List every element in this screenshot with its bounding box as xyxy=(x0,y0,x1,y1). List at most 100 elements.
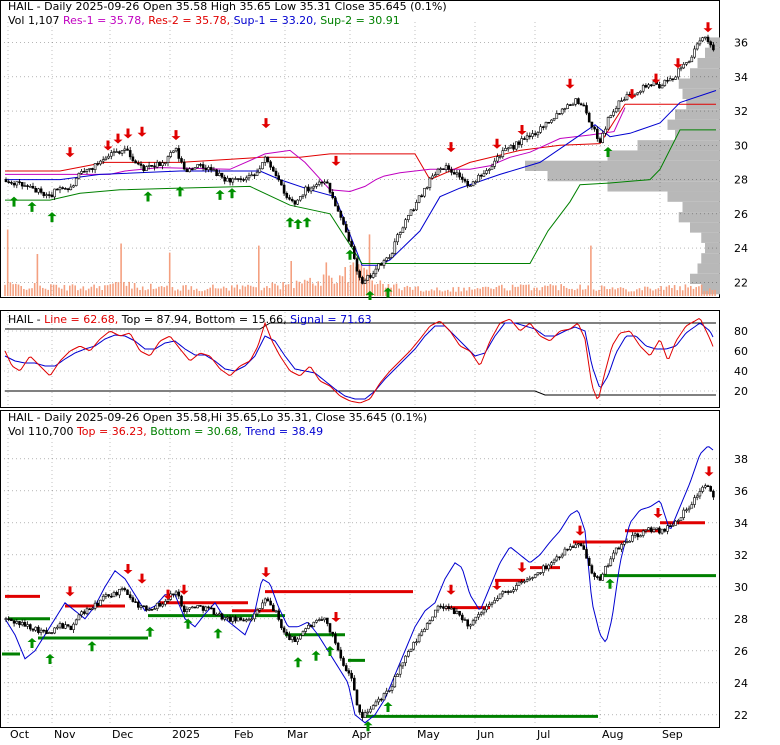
price-candle-body xyxy=(55,188,59,191)
trend-sell-arrow xyxy=(704,466,714,477)
volume-bar xyxy=(711,289,714,296)
volume-bar xyxy=(274,283,276,296)
volume-profile-bar xyxy=(690,222,720,233)
price-candle-body xyxy=(66,188,70,191)
price-candle-body xyxy=(417,195,421,203)
trend-candle-body xyxy=(255,609,259,615)
trend-candle-body xyxy=(604,566,607,575)
volume-profile-bar xyxy=(705,242,720,254)
price-candle-body xyxy=(663,79,667,86)
price-candle-body xyxy=(88,168,91,170)
trend-candle-body xyxy=(666,525,669,532)
price-candle-body xyxy=(91,168,94,170)
trend-candle-body xyxy=(450,607,453,610)
stoch-signal-line xyxy=(4,322,714,400)
trend-candle-body xyxy=(523,580,526,583)
trend-candle-body xyxy=(628,540,632,543)
trend-candle-body xyxy=(147,609,151,611)
price-candle-body xyxy=(604,128,607,134)
trend-x-tick-label: Oct xyxy=(10,728,30,741)
trend-candle-body xyxy=(490,602,494,605)
trend-candle-body xyxy=(325,617,329,624)
volume-bar xyxy=(557,290,560,296)
price-candle-body xyxy=(42,192,46,196)
trend-candle-body xyxy=(77,614,81,621)
sell-arrow xyxy=(137,126,147,137)
volume-bar xyxy=(660,286,662,296)
volume-bar xyxy=(139,289,141,296)
volume-bar xyxy=(355,266,357,296)
volume-profile-bar xyxy=(607,181,720,192)
volume-bar xyxy=(428,290,430,296)
volume-bar xyxy=(641,290,643,296)
trend-y-tick-label: 24 xyxy=(734,677,748,690)
volume-bar xyxy=(260,290,263,296)
volume-bar xyxy=(582,289,584,296)
trend-candle-body xyxy=(404,655,407,664)
trend-candle-body xyxy=(28,624,32,630)
trend-candle-body xyxy=(566,548,569,551)
price-candle-body xyxy=(37,188,40,193)
trend-sell-arrow xyxy=(163,589,173,600)
price-candle-body xyxy=(482,173,486,177)
trend-sell-arrow xyxy=(653,508,663,518)
volume-bar xyxy=(87,288,90,296)
volume-bar xyxy=(438,290,441,296)
volume-bar xyxy=(519,284,522,296)
volume-bar xyxy=(700,284,703,296)
volume-bar xyxy=(339,275,341,296)
volume-bar xyxy=(312,283,314,296)
volume-bar xyxy=(271,282,274,296)
price-candle-body xyxy=(158,162,162,166)
volume-bar xyxy=(6,229,9,296)
volume-bar xyxy=(220,288,222,296)
price-candle-body xyxy=(7,181,10,184)
volume-bar xyxy=(333,283,336,296)
trend-y-tick-label: 36 xyxy=(734,485,748,498)
volume-bar xyxy=(366,269,368,296)
volume-bar xyxy=(476,288,479,296)
price-candle-body xyxy=(687,61,691,64)
trend-candle-body xyxy=(104,594,108,597)
trend-candle-body xyxy=(504,591,507,593)
trend-candle-body xyxy=(231,616,235,622)
trend-candle-body xyxy=(7,618,10,620)
trend-candle-body xyxy=(50,632,54,634)
price-candle-body xyxy=(477,174,480,183)
trend-candle-body xyxy=(388,689,391,692)
trend-candle-body xyxy=(606,565,610,567)
price-candle-body xyxy=(180,158,183,163)
volume-bar xyxy=(455,291,457,296)
volume-bar xyxy=(398,288,400,296)
trend-buy-arrow xyxy=(45,654,55,664)
price-candle-body xyxy=(74,177,78,186)
trend-sell-arrow xyxy=(575,525,585,536)
trend-candle-body xyxy=(363,712,367,718)
trend-x-tick-label: Jun xyxy=(476,728,494,741)
trend-candle-body xyxy=(280,619,283,629)
price-candle-body xyxy=(544,121,548,128)
price-candle-body xyxy=(406,215,410,221)
volume-bar xyxy=(530,290,533,296)
price-candle-body xyxy=(469,185,472,187)
volume-bar xyxy=(104,285,106,296)
volume-bar xyxy=(555,285,557,296)
price-candle-body xyxy=(520,138,524,145)
trend-candle-body xyxy=(191,606,194,609)
buy-arrow xyxy=(365,290,375,300)
price-candle-body xyxy=(344,224,348,233)
price-panel: 22 24 26 28 30 32 34 36 Oct Nov Dec 2025 Feb Mar Apr Ma… xyxy=(0,0,748,300)
price-candle-body xyxy=(85,169,89,172)
trend-candle-body xyxy=(420,631,424,636)
trend-candle-body xyxy=(444,606,448,609)
trend-candle-body xyxy=(85,608,89,614)
volume-bar xyxy=(60,288,63,296)
price-candle-body xyxy=(261,162,264,170)
price-candle-body xyxy=(514,141,518,150)
volume-bar xyxy=(633,291,635,296)
price-candle-body xyxy=(598,138,602,143)
trend-buy-arrow xyxy=(383,702,393,712)
trend-candle-body xyxy=(242,619,245,622)
price-candle-body xyxy=(512,145,515,150)
price-candle-body xyxy=(552,117,556,121)
